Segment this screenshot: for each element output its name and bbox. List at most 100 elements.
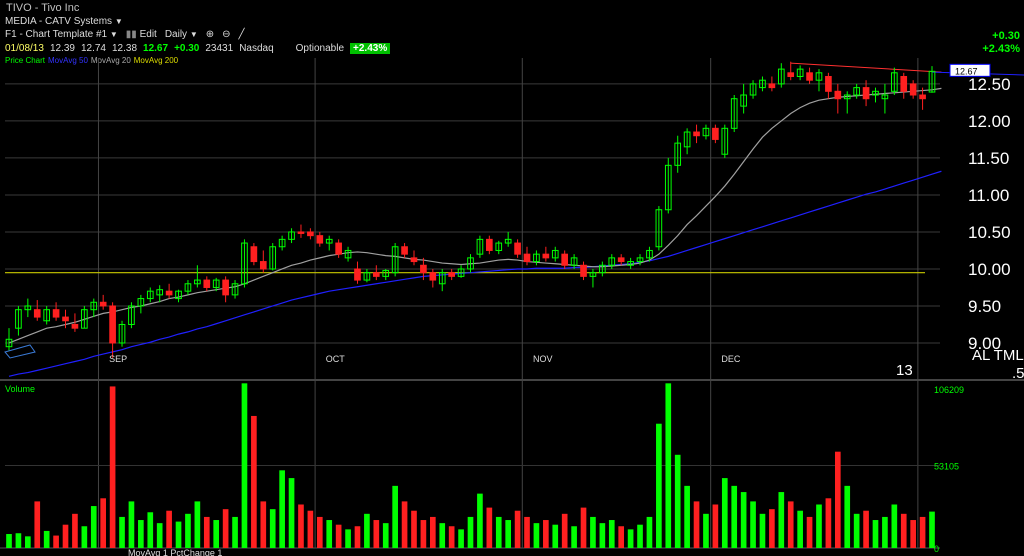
volume-bar <box>100 498 107 548</box>
candle-body <box>99 301 107 307</box>
volume-bar <box>213 520 220 548</box>
sector-dropdown-icon[interactable]: ▼ <box>114 17 123 26</box>
volume-bar <box>128 501 135 548</box>
legend-price[interactable]: Price Chart <box>5 56 46 65</box>
candle-body <box>504 238 512 244</box>
volume-bar <box>891 504 898 548</box>
volume-bar <box>15 533 22 548</box>
candle-body <box>476 238 484 255</box>
candle-body <box>62 316 69 322</box>
edit-button[interactable]: ▮▮ Edit <box>126 29 157 40</box>
candlesticks <box>5 61 936 358</box>
volume-bar <box>411 510 417 548</box>
period-selector[interactable]: Daily ▼ <box>165 29 198 40</box>
candle-body <box>796 68 804 78</box>
quote-last: 12.67 <box>143 43 169 54</box>
candle-body <box>410 257 418 263</box>
header-change: +0.30 <box>992 30 1020 42</box>
candle-body <box>316 235 324 244</box>
volume-bar <box>797 510 803 548</box>
price-tick-label: 11.50 <box>968 149 1009 168</box>
volume-bar <box>844 485 851 548</box>
zoom-out-icon[interactable]: ⊖ <box>222 29 231 40</box>
price-tick-label: 9.00 <box>968 334 1001 353</box>
volume-bar <box>627 529 634 548</box>
candle-body <box>768 83 776 89</box>
volume-bar <box>731 485 738 548</box>
candle-body <box>514 242 521 255</box>
volume-bar <box>759 513 766 548</box>
candle-body <box>693 131 700 137</box>
price-tick-label: 9.50 <box>968 297 1001 316</box>
candle-body <box>646 249 653 259</box>
candle-body <box>655 209 663 248</box>
volume-bar <box>919 516 926 548</box>
corner-number: 13 <box>896 362 913 379</box>
last-price-tag <box>949 63 991 77</box>
candle-body <box>881 94 889 100</box>
zoom-in-icon[interactable]: ⊕ <box>205 29 215 40</box>
candle-body <box>815 72 823 81</box>
quote-low: 12.38 <box>112 43 138 54</box>
ma50-line <box>8 170 942 377</box>
volume-bar <box>90 506 97 548</box>
volume-bar <box>477 493 483 548</box>
chart-toolbar: F1 - Chart Template #1 ▼ ▮▮ Edit Daily ▼… <box>5 29 245 40</box>
candle-body <box>891 72 898 92</box>
candle-body <box>90 301 98 311</box>
volume-bar <box>543 520 549 548</box>
draw-line-icon[interactable]: ╱ <box>238 29 245 40</box>
volume-bar <box>684 485 690 548</box>
volume-bar <box>524 516 530 548</box>
candle-body <box>429 272 437 281</box>
volume-bar <box>458 529 464 548</box>
sector-label: MEDIA - CATV Systems <box>5 16 113 27</box>
quote-change: +0.30 <box>174 43 200 54</box>
volume-label: Volume <box>5 384 35 394</box>
candle-body <box>580 264 587 277</box>
candle-body <box>712 127 719 140</box>
header-pct: +2.43% <box>982 43 1020 55</box>
volume-bar <box>53 535 59 548</box>
volume-bar <box>863 510 869 548</box>
candle-body <box>81 309 88 329</box>
candle-body <box>146 290 154 300</box>
candle-body <box>212 279 220 288</box>
volume-bar <box>834 451 841 548</box>
candle-body <box>241 242 248 285</box>
volume-bar <box>825 498 832 548</box>
volume-bar <box>778 492 785 548</box>
volume-bar <box>25 536 31 548</box>
candle-body <box>71 323 79 329</box>
candle-body <box>203 279 211 288</box>
volume-bar <box>288 478 295 548</box>
volume-bar <box>307 510 314 548</box>
volume-bar <box>194 501 201 548</box>
candle-body <box>325 238 333 244</box>
candle-body <box>599 264 606 274</box>
last-price-tag-text: 12.67 <box>955 66 978 76</box>
period-label: Daily <box>164 29 188 40</box>
price-tick-label: 10.50 <box>968 223 1011 242</box>
candle-body <box>156 289 164 296</box>
candle-body <box>730 98 738 129</box>
price-tick-label: 12.50 <box>968 75 1011 94</box>
candle-body <box>749 83 757 96</box>
candle-body <box>5 338 13 348</box>
candle-body <box>740 94 747 107</box>
template-selector[interactable]: F1 - Chart Template #1 ▼ <box>5 29 118 40</box>
window-title: TIVO - Tivo Inc <box>6 2 80 14</box>
volume-bar <box>787 501 794 548</box>
volume-bar <box>203 516 210 548</box>
volume-bar <box>514 510 521 548</box>
volume-bar <box>138 520 144 548</box>
volume-tick-label: 53105 <box>934 462 959 472</box>
legend-ma20[interactable]: MovAvg 20 <box>90 56 131 65</box>
volume-bar <box>571 526 577 548</box>
candle-body <box>919 94 926 100</box>
volume-bar <box>279 470 285 548</box>
legend-ma200[interactable]: MovAvg 200 <box>133 56 179 65</box>
legend-ma50[interactable]: MovAvg 50 <box>48 56 88 65</box>
quote-exchange: Nasdaq <box>239 43 274 54</box>
